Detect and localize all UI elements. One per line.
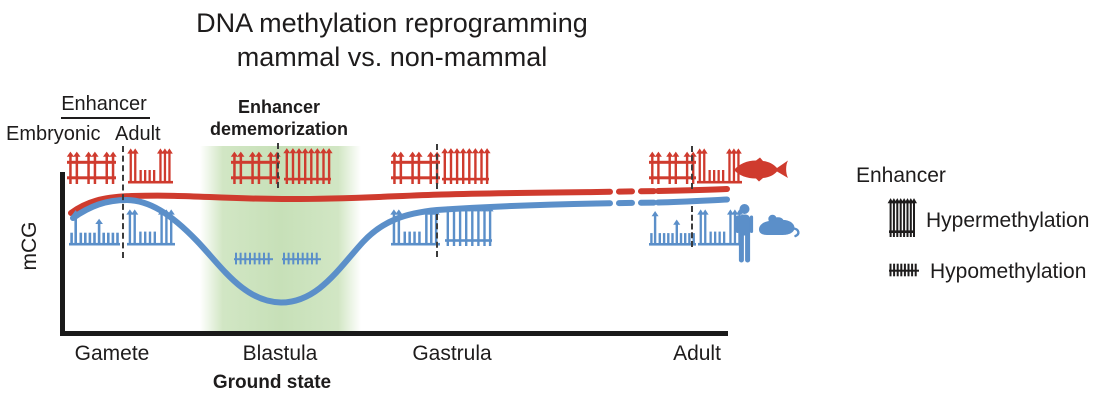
non-mammal-curve-solid-right — [655, 186, 730, 194]
gamete-fish-mixed-icon — [127, 148, 173, 189]
embryonic-adult-divider — [691, 206, 693, 247]
dememorization-highlight-band — [200, 146, 361, 332]
enhancer-header-embryonic-label: Embryonic — [6, 123, 101, 145]
band-label-line1: Enhancer — [237, 97, 321, 117]
hypermethylation-label: Hypermethylation — [926, 208, 1090, 232]
embryonic-adult-divider — [436, 144, 438, 189]
x-tick-gastrula: Gastrula — [412, 342, 492, 365]
blastula-mammal-hypo-icon — [234, 252, 273, 270]
x-axis-line — [60, 331, 728, 336]
legend-title: Enhancer — [856, 164, 946, 187]
title-line2: mammal vs. non-mammal — [236, 42, 548, 72]
embryonic-adult-divider — [122, 146, 124, 258]
mouse-icon — [759, 214, 800, 238]
non-mammal-curve-dashed — [594, 188, 661, 195]
title-line1: DNA methylation reprogramming — [196, 8, 588, 38]
x-tick-gamete: Gamete — [74, 342, 150, 365]
dememorization-band-label: Enhancer dememorization — [198, 96, 360, 140]
hypomethylation-label: Hypomethylation — [930, 260, 1087, 283]
x-tick-adult: Adult — [673, 342, 721, 365]
band-label-line2: dememorization — [209, 119, 349, 139]
mammal-curve-dashed — [594, 199, 661, 207]
blastula-mammal-hypo-icon — [282, 252, 321, 270]
enhancer-header-adult-label: Adult — [115, 123, 161, 145]
legend-row-hypomethylation: Hypomethylation — [889, 260, 1086, 284]
gastrula-mammal-hyper-icon — [444, 206, 494, 251]
blastula-fish-paired-fence-icon — [230, 151, 281, 189]
ground-state-label: Ground state — [212, 372, 332, 393]
figure-title: DNA methylation reprogramming mammal vs.… — [100, 6, 684, 74]
y-axis-label: mCG — [18, 221, 41, 271]
gamete-fish-paired-fence-icon — [66, 151, 117, 189]
adult-mammal-sparse-spikes-icon — [649, 211, 696, 251]
legend-row-hypermethylation: Hypermethylation — [887, 198, 1090, 242]
gamete-mammal-sparse-spikes-icon — [69, 210, 120, 251]
gastrula-mammal-mixed-icon — [390, 209, 440, 251]
embryonic-adult-divider — [436, 214, 438, 257]
embryonic-adult-divider — [277, 143, 279, 188]
blastula-fish-hyper-icon — [283, 148, 333, 189]
adult-fish-paired-fence-icon — [648, 151, 697, 189]
fish-icon — [734, 157, 788, 182]
y-axis-line — [60, 172, 65, 331]
embryonic-adult-divider — [691, 146, 693, 189]
hypomethylation-icon — [889, 263, 919, 282]
enhancer-header-underline — [61, 117, 150, 119]
hypermethylation-icon — [887, 198, 917, 242]
gastrula-fish-hyper-icon — [441, 148, 491, 189]
x-tick-blastula: Blastula — [242, 342, 318, 365]
enhancer-header-title: Enhancer — [61, 93, 147, 115]
gamete-mammal-mixed-icon — [126, 209, 175, 251]
mammal-curve-solid-right — [655, 196, 730, 206]
human-icon — [735, 204, 754, 263]
gastrula-fish-paired-fence-icon — [390, 151, 441, 189]
